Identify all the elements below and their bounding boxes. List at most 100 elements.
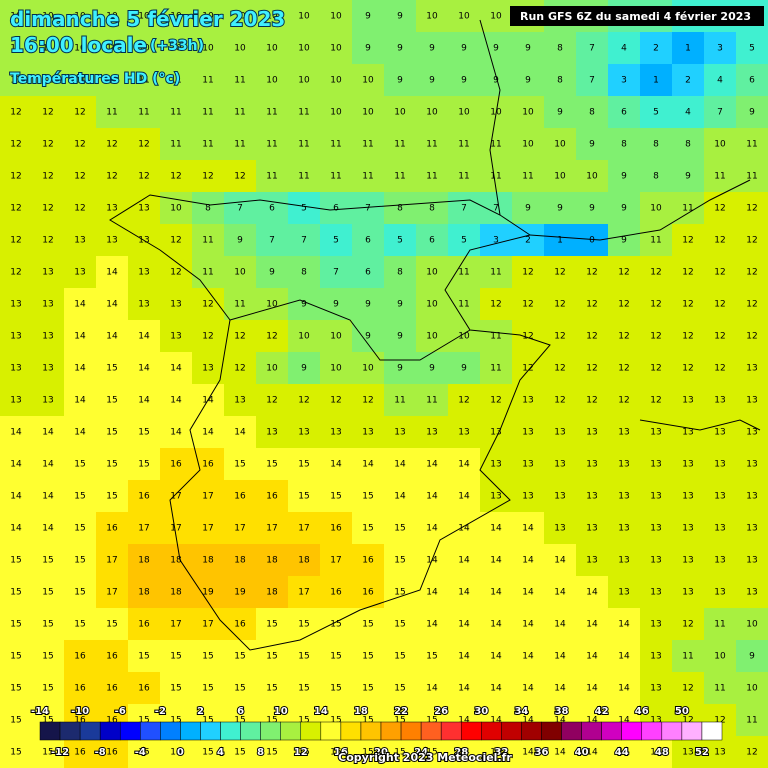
field-cell xyxy=(320,192,353,225)
temperature-value: 15 xyxy=(202,684,213,694)
legend-swatch xyxy=(581,721,602,741)
field-cell xyxy=(640,448,673,481)
temperature-value: 9 xyxy=(397,12,403,22)
field-cell xyxy=(384,640,417,673)
field-cell xyxy=(192,192,225,225)
field-cell xyxy=(512,320,545,353)
field-cell xyxy=(384,672,417,705)
temperature-value: 13 xyxy=(522,492,533,502)
temperature-value: 14 xyxy=(42,492,54,502)
field-cell xyxy=(352,128,385,161)
field-cell xyxy=(256,576,289,609)
temperature-value: 14 xyxy=(586,716,598,726)
legend-label: 12 xyxy=(294,747,308,758)
temperature-value: 12 xyxy=(714,204,725,214)
temperature-value: 13 xyxy=(170,300,181,310)
field-cell xyxy=(32,576,65,609)
field-cell xyxy=(64,416,97,449)
field-cell xyxy=(512,416,545,449)
temperature-value: 10 xyxy=(330,364,342,374)
temperature-value: 11 xyxy=(394,396,405,406)
temperature-value: 9 xyxy=(301,300,307,310)
copyright: Copyright 2023 Meteociel.fr xyxy=(338,751,512,764)
temperature-value: 8 xyxy=(589,108,595,118)
field-cell xyxy=(352,640,385,673)
temperature-value: 12 xyxy=(746,332,757,342)
temperature-value: 12 xyxy=(458,396,469,406)
temperature-value: 8 xyxy=(429,204,435,214)
field-cell xyxy=(352,736,385,768)
field-cell xyxy=(640,288,673,321)
temperature-value: 10 xyxy=(426,332,438,342)
field-cell xyxy=(512,256,545,289)
field-cell xyxy=(0,480,33,513)
field-cell xyxy=(288,0,321,33)
temperature-value: 14 xyxy=(618,716,630,726)
temperature-value: 12 xyxy=(714,300,725,310)
field-cell xyxy=(160,608,193,641)
temperature-value: 15 xyxy=(202,716,213,726)
field-cell xyxy=(576,32,609,65)
field-cell xyxy=(256,384,289,417)
field-cell xyxy=(352,288,385,321)
legend-swatch xyxy=(360,721,382,741)
field-cell xyxy=(160,384,193,417)
field-cell xyxy=(224,128,257,161)
temperature-values: 1010101010101010101010991010101098765551… xyxy=(10,12,758,758)
field-cell xyxy=(320,32,353,65)
temperature-value: 15 xyxy=(266,620,277,630)
field-cell xyxy=(640,512,673,545)
temperature-value: 11 xyxy=(458,268,469,278)
temperature-value: 14 xyxy=(554,684,566,694)
field-cell xyxy=(128,672,161,705)
field-cell xyxy=(320,736,353,768)
field-cell xyxy=(288,352,321,385)
field-cell xyxy=(0,64,33,97)
temperature-value: 10 xyxy=(266,300,278,310)
temperature-value: 14 xyxy=(42,524,54,534)
legend-label: -2 xyxy=(155,706,166,717)
field-cell xyxy=(96,128,129,161)
temperature-value: 13 xyxy=(138,268,149,278)
field-cell xyxy=(608,32,641,65)
field-cell xyxy=(96,608,129,641)
field-cell xyxy=(544,416,577,449)
field-cell xyxy=(288,160,321,193)
field-cell xyxy=(704,256,737,289)
temperature-value: 10 xyxy=(170,204,182,214)
temperature-value: 15 xyxy=(138,716,149,726)
legend-label: 46 xyxy=(635,706,649,717)
field-cell xyxy=(256,32,289,65)
temperature-value: 12 xyxy=(330,396,341,406)
field-cell xyxy=(736,448,768,481)
field-cell xyxy=(320,544,353,577)
temperature-value: 13 xyxy=(746,396,757,406)
temperature-value: 14 xyxy=(586,620,598,630)
temperature-value: 8 xyxy=(557,76,563,86)
temperature-value: 10 xyxy=(266,44,278,54)
temperature-value: 15 xyxy=(330,620,341,630)
temperature-value: 10 xyxy=(202,12,214,22)
field-cell xyxy=(512,32,545,65)
temperature-value: 14 xyxy=(554,748,566,758)
temperature-value: 13 xyxy=(682,588,693,598)
field-cell xyxy=(224,384,257,417)
temperature-value: 13 xyxy=(10,396,21,406)
temperature-value: 14 xyxy=(74,428,86,438)
field-cell xyxy=(32,672,65,705)
temperature-value: 15 xyxy=(42,588,53,598)
temperature-value: 12 xyxy=(714,716,725,726)
field-cell xyxy=(672,608,705,641)
temperature-value: 15 xyxy=(298,460,309,470)
field-cell xyxy=(640,160,673,193)
field-cell xyxy=(544,32,577,65)
field-cell xyxy=(96,32,129,65)
temperature-value: 13 xyxy=(138,300,149,310)
field-cell xyxy=(352,96,385,129)
temperature-value: 13 xyxy=(650,716,661,726)
legend-label: 0 xyxy=(177,747,184,758)
temperature-value: 13 xyxy=(650,524,661,534)
temperature-value: 8 xyxy=(557,44,563,54)
temperature-value: 13 xyxy=(554,524,565,534)
temperature-value: 14 xyxy=(42,428,54,438)
